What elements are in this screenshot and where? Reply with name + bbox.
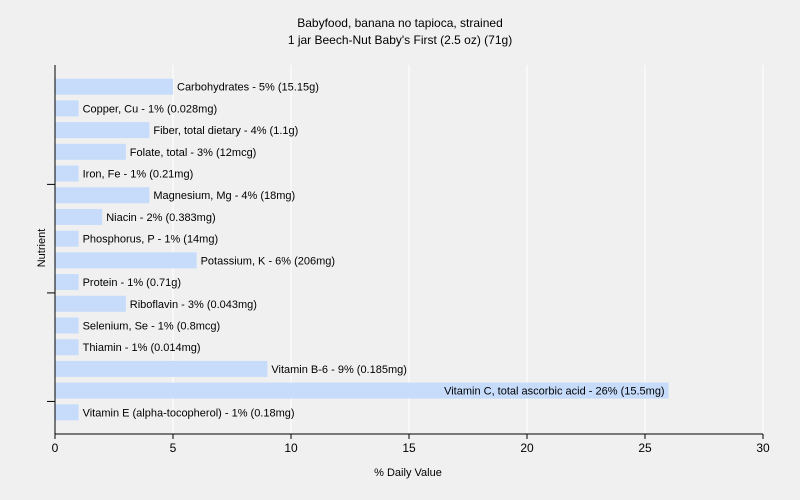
bar-label-7: Phosphorus, P - 1% (14mg) bbox=[83, 234, 219, 246]
bar-label-11: Selenium, Se - 1% (0.8mcg) bbox=[83, 320, 221, 332]
bar-0 bbox=[55, 78, 173, 95]
bar-9 bbox=[55, 274, 79, 291]
bar-1 bbox=[55, 100, 79, 117]
bar-14 bbox=[55, 382, 669, 399]
bar-label-14: Vitamin C, total ascorbic acid - 26% (15… bbox=[444, 386, 665, 398]
bar-label-15: Vitamin E (alpha-tocopherol) - 1% (0.18m… bbox=[83, 407, 295, 419]
x-axis-label: % Daily Value bbox=[374, 467, 442, 479]
x-tick-label-5: 25 bbox=[638, 441, 652, 455]
axes: 0 5 10 15 20 25 30 bbox=[47, 65, 770, 455]
x-tick-label-3: 15 bbox=[402, 441, 416, 455]
bar-label-5: Magnesium, Mg - 4% (18mg) bbox=[153, 190, 295, 202]
bar-label-10: Riboflavin - 3% (0.043mg) bbox=[130, 299, 257, 311]
x-tick-label-0: 0 bbox=[52, 441, 59, 455]
bar-label-6: Niacin - 2% (0.383mg) bbox=[106, 212, 215, 224]
bar-label-1: Copper, Cu - 1% (0.028mg) bbox=[83, 103, 218, 115]
bar-3 bbox=[55, 143, 126, 160]
bar-4 bbox=[55, 165, 79, 182]
bar-label-8: Potassium, K - 6% (206mg) bbox=[201, 255, 336, 267]
x-tick-label-6: 30 bbox=[756, 441, 770, 455]
bar-8 bbox=[55, 252, 197, 269]
bar-10 bbox=[55, 295, 126, 312]
x-tick-label-2: 10 bbox=[284, 441, 298, 455]
bar-11 bbox=[55, 317, 79, 334]
bar-label-12: Thiamin - 1% (0.014mg) bbox=[83, 342, 201, 354]
bar-label-2: Fiber, total dietary - 4% (1.1g) bbox=[153, 125, 298, 137]
chart-subtitle: 1 jar Beech-Nut Baby's First (2.5 oz) (7… bbox=[288, 33, 512, 47]
bars: Carbohydrates - 5% (15.15g) Copper, Cu - … bbox=[55, 78, 669, 421]
bar-2 bbox=[55, 122, 150, 139]
bar-13 bbox=[55, 360, 268, 377]
bar-6 bbox=[55, 208, 103, 225]
y-axis-label: Nutrient bbox=[36, 229, 48, 268]
bar-12 bbox=[55, 339, 79, 356]
bar-15 bbox=[55, 404, 79, 421]
bar-label-0: Carbohydrates - 5% (15.15g) bbox=[177, 82, 319, 94]
grid-lines bbox=[172, 65, 764, 434]
bar-7 bbox=[55, 230, 79, 247]
x-tick-label-4: 20 bbox=[520, 441, 534, 455]
bar-label-3: Folate, total - 3% (12mcg) bbox=[130, 147, 257, 159]
bar-label-13: Vitamin B-6 - 9% (0.185mg) bbox=[271, 364, 407, 376]
bar-label-4: Iron, Fe - 1% (0.21mg) bbox=[83, 169, 194, 181]
chart-title: Babyfood, banana no tapioca, strained bbox=[297, 16, 503, 30]
bar-label-9: Protein - 1% (0.71g) bbox=[83, 277, 181, 289]
x-tick-label-1: 5 bbox=[170, 441, 177, 455]
bar-5 bbox=[55, 187, 150, 204]
